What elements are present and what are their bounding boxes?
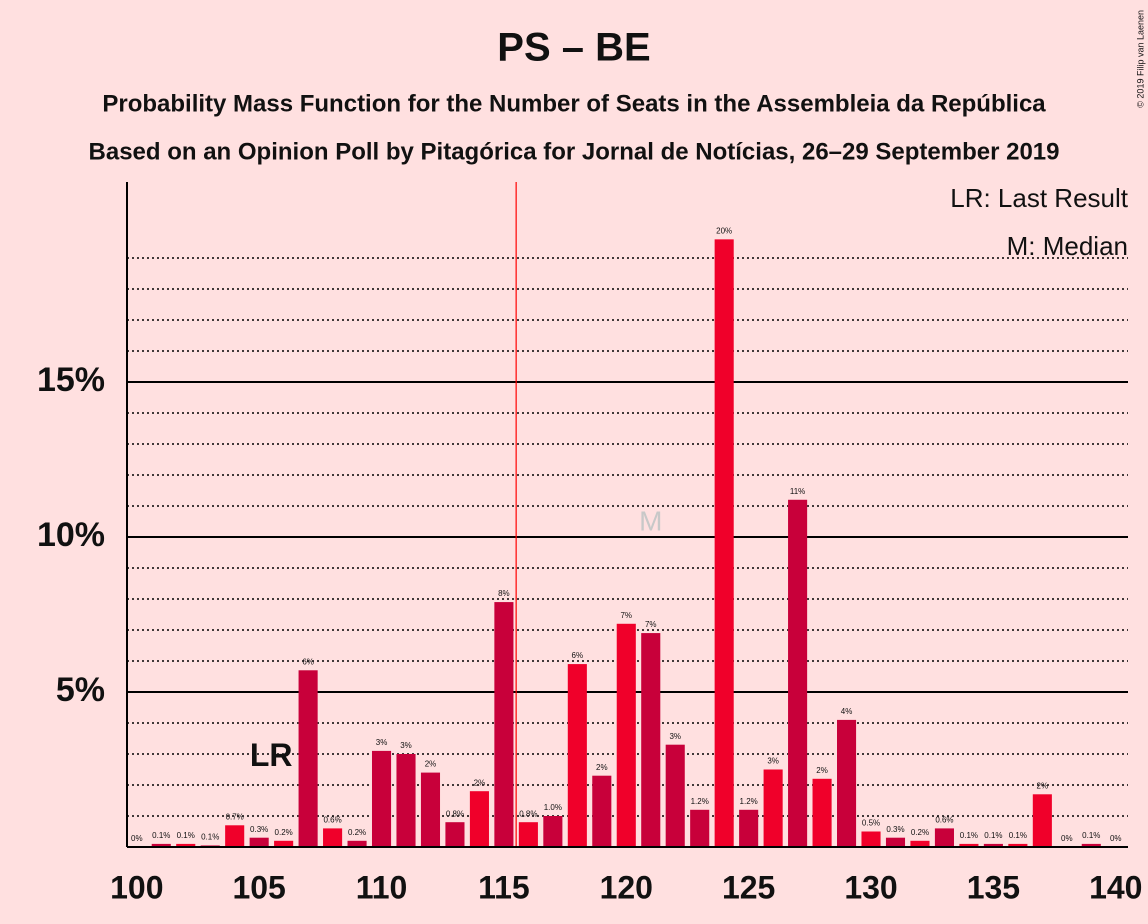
value-label: 0.2%	[348, 828, 366, 837]
x-tick-label: 120	[600, 869, 653, 905]
bar	[1008, 843, 1028, 847]
bar	[910, 840, 930, 847]
value-label: 20%	[716, 226, 732, 235]
bar	[812, 778, 832, 847]
value-label: 0.6%	[935, 816, 953, 825]
bar	[788, 499, 808, 847]
value-label: 6%	[572, 651, 584, 660]
y-tick-label: 15%	[37, 361, 105, 399]
bar	[983, 843, 1003, 847]
x-tick-label: 100	[110, 869, 163, 905]
bar	[176, 843, 196, 847]
value-label: 3%	[669, 732, 681, 741]
bar	[641, 633, 661, 847]
value-label: 0.5%	[862, 819, 880, 828]
bar	[543, 815, 563, 847]
bar	[885, 837, 906, 847]
value-label: 0.1%	[201, 833, 219, 842]
value-label: 2%	[474, 778, 486, 787]
x-tick-label: 125	[722, 869, 775, 905]
bar	[225, 825, 245, 847]
chart-subtitle: Probability Mass Function for the Number…	[102, 90, 1046, 117]
value-label: 1.0%	[544, 803, 562, 812]
value-label: 0.7%	[226, 812, 244, 821]
value-label: 0.1%	[984, 831, 1002, 840]
y-tick-label: 5%	[56, 671, 105, 709]
value-label: 7%	[620, 611, 632, 620]
bar	[469, 791, 489, 847]
legend-entry: LR: Last Result	[950, 183, 1129, 213]
chart-subtitle: Based on an Opinion Poll by Pitagórica f…	[89, 138, 1060, 165]
bar	[763, 769, 783, 847]
bar	[518, 822, 538, 847]
value-label: 6%	[302, 657, 314, 666]
copyright: © 2019 Filip van Laenen	[1135, 10, 1145, 108]
bar	[151, 843, 171, 847]
bar	[616, 623, 636, 847]
value-label: 2%	[425, 760, 437, 769]
value-label: 3%	[400, 741, 412, 750]
value-label: 0.6%	[323, 816, 341, 825]
value-label: 1.2%	[691, 797, 709, 806]
bar	[934, 828, 954, 847]
bar	[837, 719, 857, 847]
bar	[298, 670, 318, 847]
value-label: 0.3%	[886, 825, 904, 834]
bar	[396, 753, 416, 847]
bar	[861, 831, 881, 847]
value-label: 11%	[790, 487, 805, 496]
bar	[1081, 843, 1101, 847]
bar	[445, 822, 465, 847]
bar	[1032, 794, 1052, 847]
bar	[494, 602, 514, 847]
value-label: 2%	[596, 763, 608, 772]
bar	[739, 809, 759, 847]
annotation: LR	[250, 737, 293, 773]
value-label: 0.1%	[1082, 831, 1100, 840]
value-label: 1.2%	[740, 797, 758, 806]
bar	[420, 772, 441, 847]
x-tick-label: 130	[844, 869, 897, 905]
x-tick-label: 135	[967, 869, 1020, 905]
bar	[690, 809, 710, 847]
x-tick-label: 110	[356, 869, 408, 905]
value-label: 0.1%	[177, 831, 195, 840]
bar	[274, 840, 294, 847]
bar	[592, 775, 612, 847]
value-label: 7%	[645, 620, 657, 629]
bar	[959, 843, 979, 847]
value-label: 0.8%	[446, 809, 464, 818]
legend-entry: M: Median	[1007, 231, 1128, 261]
x-tick-label: 115	[478, 869, 530, 905]
bar	[665, 744, 685, 847]
x-tick-label: 105	[232, 869, 285, 905]
bar	[249, 837, 269, 847]
value-label: 3%	[376, 738, 388, 747]
value-label: 0%	[1110, 834, 1122, 843]
value-label: 0.1%	[1009, 831, 1027, 840]
bar	[567, 664, 587, 847]
x-tick-label: 140	[1089, 869, 1142, 905]
bar	[347, 840, 367, 847]
annotation: M	[639, 505, 662, 536]
value-label: 0.1%	[152, 831, 170, 840]
value-label: 0.1%	[960, 831, 978, 840]
value-label: 2%	[816, 766, 828, 775]
bar	[714, 239, 734, 847]
value-label: 3%	[767, 757, 779, 766]
value-label: 0.2%	[275, 828, 293, 837]
bar	[371, 750, 392, 847]
value-label: 0%	[1061, 834, 1073, 843]
value-label: 8%	[498, 589, 510, 598]
value-label: 0.2%	[911, 828, 929, 837]
bar	[323, 828, 343, 847]
value-label: 2%	[1037, 781, 1049, 790]
value-label: 4%	[841, 707, 853, 716]
value-label: 0.3%	[250, 825, 268, 834]
value-label: 0.8%	[519, 809, 537, 818]
value-label: 0%	[131, 834, 143, 843]
y-tick-label: 10%	[37, 516, 105, 554]
chart-title: PS – BE	[497, 26, 650, 70]
